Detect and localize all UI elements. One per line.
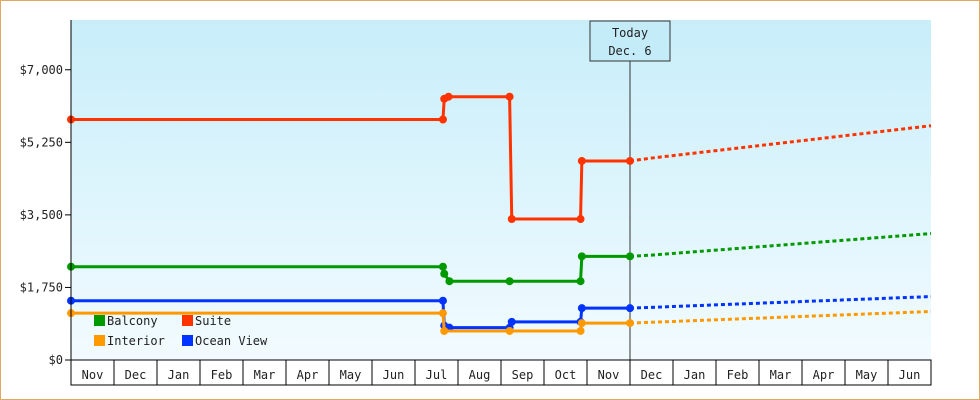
y-tick-label: $0 bbox=[49, 353, 63, 367]
y-tick-label: $3,500 bbox=[20, 208, 63, 222]
today-date-label: Dec. 6 bbox=[608, 44, 651, 58]
legend-swatch-ocean-view bbox=[182, 335, 193, 346]
x-tick-label: Aug bbox=[469, 368, 491, 382]
x-tick-label: Dec bbox=[641, 368, 663, 382]
y-tick-label: $1,750 bbox=[20, 280, 63, 294]
legend-label-interior: Interior bbox=[107, 334, 165, 348]
data-point-interior bbox=[577, 319, 586, 328]
today-label: Today bbox=[612, 26, 648, 40]
data-point-balcony bbox=[626, 252, 634, 261]
data-point-ocean-view bbox=[626, 304, 634, 313]
x-tick-label: Sep bbox=[512, 368, 534, 382]
x-tick-label: Mar bbox=[770, 368, 792, 382]
x-tick-label: Feb bbox=[211, 368, 233, 382]
data-point-interior bbox=[626, 319, 634, 328]
data-point-ocean-view bbox=[577, 304, 586, 313]
series-forecast-suite bbox=[629, 124, 932, 163]
legend-swatch-interior bbox=[94, 335, 105, 346]
x-tick-label: Feb bbox=[727, 368, 749, 382]
series-forecast-ocean-view bbox=[629, 295, 932, 310]
x-tick-label: Mar bbox=[254, 368, 276, 382]
data-point-suite bbox=[507, 215, 516, 224]
data-point-interior bbox=[438, 309, 447, 318]
data-point-interior bbox=[440, 326, 449, 335]
data-point-suite bbox=[505, 92, 514, 101]
data-point-balcony bbox=[438, 262, 447, 271]
today-box bbox=[589, 20, 671, 62]
x-tick-label: May bbox=[340, 368, 362, 382]
data-point-suite bbox=[626, 156, 634, 165]
data-point-ocean-view bbox=[507, 317, 516, 326]
x-tick-label: Nov bbox=[598, 368, 620, 382]
series-forecast-interior bbox=[629, 309, 932, 325]
legend-label-suite: Suite bbox=[195, 314, 231, 328]
x-tick-label: May bbox=[856, 368, 878, 382]
x-tick-label: Jan bbox=[168, 368, 190, 382]
x-tick-label: Jun bbox=[383, 368, 405, 382]
x-tick-label: Apr bbox=[297, 368, 319, 382]
data-point-balcony bbox=[577, 252, 586, 261]
x-tick-label: Nov bbox=[82, 368, 104, 382]
x-tick-label: Jul bbox=[426, 368, 448, 382]
data-point-balcony bbox=[440, 269, 449, 278]
data-point-suite bbox=[577, 156, 586, 165]
x-tick-label: Oct bbox=[555, 368, 577, 382]
x-tick-label: Dec bbox=[125, 368, 147, 382]
legend-swatch-suite bbox=[182, 315, 193, 326]
data-point-balcony bbox=[576, 277, 585, 286]
data-point-balcony bbox=[505, 277, 514, 286]
data-point-suite bbox=[444, 92, 453, 101]
data-point-interior bbox=[576, 326, 585, 335]
series-forecast-balcony bbox=[629, 232, 932, 258]
legend-label-ocean-view: Ocean View bbox=[195, 334, 268, 348]
y-tick-label: $7,000 bbox=[20, 63, 63, 77]
plot-background bbox=[71, 20, 931, 360]
data-point-suite bbox=[438, 115, 447, 124]
legend-label-balcony: Balcony bbox=[107, 314, 158, 328]
data-point-interior bbox=[505, 326, 514, 335]
data-point-suite bbox=[576, 215, 585, 224]
data-point-balcony bbox=[445, 277, 454, 286]
x-tick-label: Apr bbox=[813, 368, 835, 382]
data-point-ocean-view bbox=[438, 296, 447, 305]
legend-swatch-balcony bbox=[94, 315, 105, 326]
x-tick-label: Jan bbox=[684, 368, 706, 382]
x-tick-label: Jun bbox=[899, 368, 921, 382]
y-tick-label: $5,250 bbox=[20, 135, 63, 149]
